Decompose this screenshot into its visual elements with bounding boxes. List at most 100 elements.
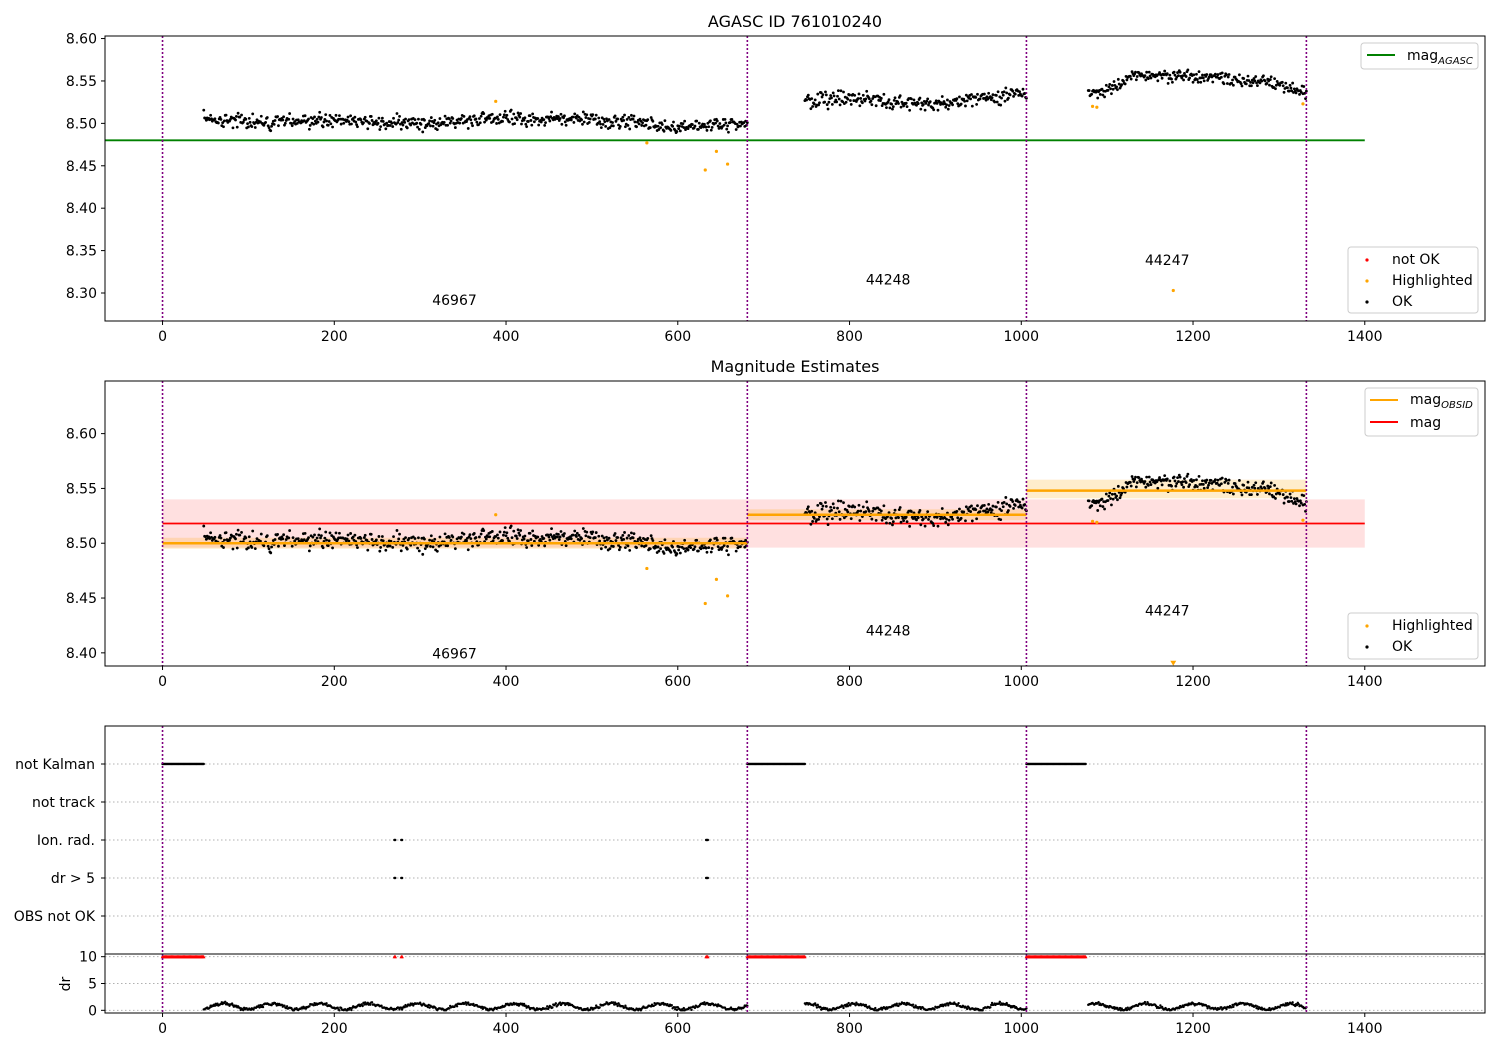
ok-point: [575, 535, 578, 538]
ok-point: [608, 126, 612, 129]
dr-point: [224, 1000, 227, 1003]
ok-point: [1134, 78, 1138, 82]
ok-point: [529, 119, 533, 122]
ok-point: [635, 125, 638, 129]
ok-point: [231, 126, 235, 130]
ok-point: [564, 544, 568, 548]
ok-point: [927, 103, 930, 107]
ok-point: [669, 550, 673, 554]
ok-point: [811, 520, 815, 523]
magnitude-estimates-obsid-labels: 46967 44248 44247: [432, 604, 1189, 663]
ok-point: [462, 532, 466, 536]
ok-point: [1145, 70, 1149, 74]
ok-point: [276, 532, 280, 536]
ok-point: [1292, 497, 1296, 501]
ok-point: [1255, 81, 1258, 85]
dr-point: [586, 1007, 589, 1010]
dr-point: [546, 1005, 549, 1008]
y-tick-label: 8.60: [66, 32, 97, 48]
dr-point: [252, 1008, 255, 1011]
ok-point: [824, 90, 827, 94]
ok-point: [987, 502, 991, 506]
flag-point: [1084, 762, 1087, 766]
flags-plot-area: [105, 726, 1485, 954]
ok-point: [465, 539, 468, 543]
ok-point: [1147, 475, 1151, 479]
ok-point: [1110, 492, 1114, 496]
ok-point: [429, 124, 432, 128]
ok-point: [1220, 476, 1224, 480]
ok-point: [842, 501, 845, 505]
dr-point: [1291, 1001, 1294, 1004]
ok-point: [919, 107, 923, 111]
ok-point: [429, 545, 432, 548]
ok-point: [993, 100, 997, 104]
ok-point: [1017, 505, 1021, 509]
ok-point: [885, 521, 888, 525]
flag-point: [202, 762, 205, 766]
ok-point: [820, 95, 824, 99]
ok-point: [1100, 87, 1104, 91]
ok-point: [417, 127, 421, 131]
ok-point: [599, 547, 603, 551]
ok-point: [919, 523, 923, 527]
ok-point: [806, 505, 810, 509]
ok-point: [831, 91, 835, 95]
ok-point: [657, 549, 661, 553]
ok-point: [325, 538, 328, 542]
ok-point: [244, 536, 248, 540]
ok-point: [591, 530, 595, 534]
ok-point: [1253, 79, 1257, 83]
ok-point: [1122, 79, 1125, 83]
ok-point: [528, 531, 532, 535]
ok-point: [354, 120, 358, 124]
ok-point: [471, 124, 474, 128]
ok-point: [575, 116, 578, 120]
ok-point: [641, 121, 644, 125]
ok-point: [633, 120, 637, 124]
ok-point: [265, 116, 269, 119]
ok-point: [435, 128, 439, 132]
ok-point: [1219, 482, 1223, 486]
ok-point: [580, 537, 584, 540]
ok-point: [839, 499, 843, 503]
ok-point: [453, 126, 457, 129]
ok-point: [222, 125, 225, 129]
x-tick-label: 600: [664, 1021, 691, 1037]
dr-point: [261, 1005, 265, 1009]
ok-point: [250, 546, 254, 549]
ok-point: [651, 539, 655, 542]
ok-point: [832, 94, 836, 98]
ok-point: [709, 128, 713, 132]
ok-point: [871, 509, 875, 513]
ok-point: [1207, 483, 1210, 487]
highlighted-point: [1090, 104, 1095, 109]
dr-point: [363, 1001, 367, 1004]
ok-point: [1182, 78, 1185, 82]
ok-point: [1254, 75, 1258, 78]
ok-point: [678, 551, 682, 555]
ok-point: [810, 509, 814, 513]
ok-point: [926, 510, 930, 514]
ok-point: [1252, 483, 1256, 487]
dr-point: [400, 1006, 403, 1009]
ok-point: [915, 518, 918, 522]
ok-point: [626, 544, 630, 548]
ok-point: [1182, 485, 1185, 489]
ok-point: [841, 100, 845, 104]
ok-point: [1226, 75, 1230, 79]
ok-point: [1171, 80, 1174, 84]
ok-point: [924, 515, 928, 519]
ok-point: [1262, 74, 1265, 78]
ok-point: [213, 117, 217, 121]
ok-point: [1237, 479, 1241, 482]
ok-point: [1249, 80, 1252, 84]
ok-point: [944, 520, 948, 524]
y-tick-label: 8.60: [66, 427, 97, 443]
ok-point: [824, 501, 827, 504]
dr-plot-area: [105, 954, 1485, 1013]
ok-point: [1170, 77, 1173, 81]
ok-point: [1197, 474, 1201, 478]
x-tick-label: 1000: [1003, 1021, 1039, 1037]
